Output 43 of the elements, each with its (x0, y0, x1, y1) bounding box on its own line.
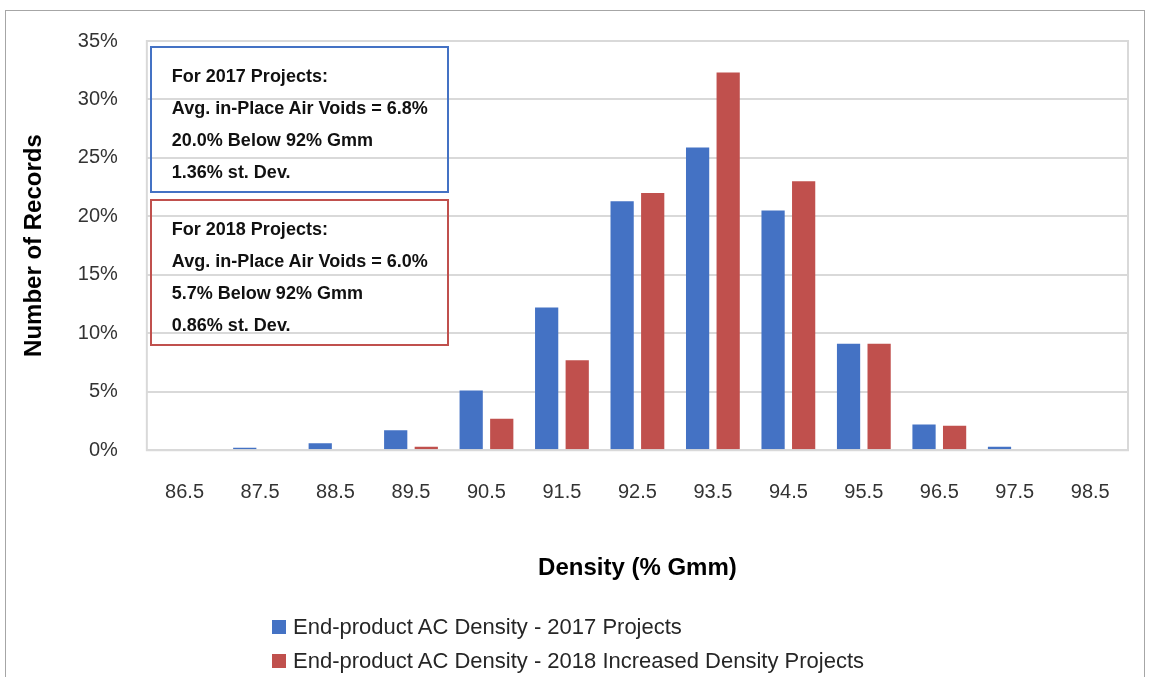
bar (836, 343, 861, 450)
legend-label: End-product AC Density - 2018 Increased Density Projects (293, 648, 865, 674)
y-tick-label: 5% (88, 379, 119, 402)
legend-label: End-product AC Density - 2017 Projects (293, 614, 682, 640)
bar (641, 192, 665, 450)
bar (761, 210, 785, 450)
y-tick-label: 25% (77, 145, 119, 168)
bar (792, 181, 816, 450)
x-tick-label: 89.5 (391, 479, 431, 502)
annotation: For 2017 Projects: Avg. in-Place Air Voids = 6.8% 20.0% Below 92% Gmm 1.36% st. Dev. (149, 46, 449, 193)
x-tick-label: 95.5 (844, 479, 884, 502)
x-tick-label: 86.5 (165, 479, 205, 502)
x-tick-label: 90.5 (467, 479, 506, 502)
bar (685, 147, 710, 450)
bar (716, 72, 740, 450)
bar (912, 424, 936, 450)
x-tick-label: 98.5 (1070, 479, 1110, 502)
y-axis-title: Number of Records (19, 134, 47, 357)
y-tick-label: 30% (77, 86, 119, 109)
bar (308, 443, 332, 450)
x-tick-label: 91.5 (542, 479, 582, 502)
bar (610, 201, 634, 450)
y-tick-label: 0% (88, 437, 119, 460)
x-tick-label: 87.5 (240, 479, 280, 502)
x-tick-label: 94.5 (768, 479, 808, 502)
annotation: For 2018 Projects: Avg. in-Place Air Voids = 6.0% 5.7% Below 92% Gmm 0.86% st. Dev. (149, 199, 449, 346)
bar (384, 430, 408, 450)
y-tick-label: 10% (77, 320, 119, 343)
x-tick-label: 92.5 (617, 479, 657, 502)
x-axis-title: Density (% Gmm) (538, 553, 737, 581)
x-tick-label: 96.5 (919, 479, 959, 502)
bar (867, 343, 891, 450)
bar (535, 307, 559, 450)
y-tick-label: 35% (77, 28, 119, 51)
x-tick-label: 97.5 (995, 479, 1035, 502)
bar (942, 425, 967, 450)
bar (459, 390, 483, 450)
x-tick-label: 93.5 (693, 479, 733, 502)
x-tick-label: 88.5 (316, 479, 355, 502)
y-tick-label: 15% (77, 262, 119, 285)
bar (565, 360, 589, 450)
y-tick-label: 20% (77, 203, 119, 226)
bar (490, 418, 514, 450)
